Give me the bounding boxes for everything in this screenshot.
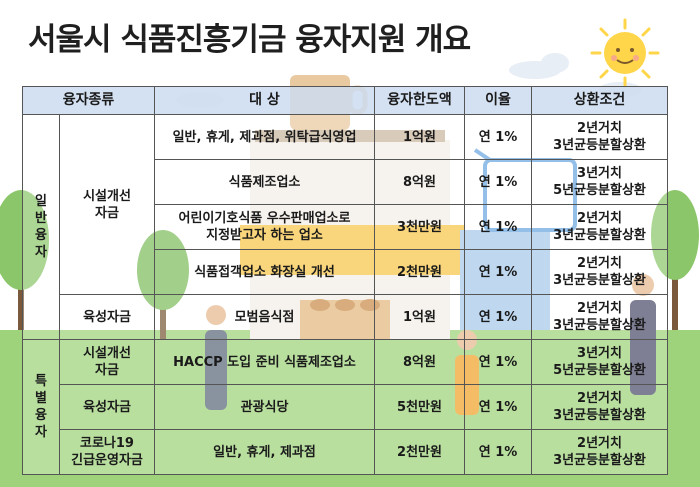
cell-text: 어린이기호식품 우수판매업소로 (178, 211, 351, 226)
table-header-row: 융자종류 대 상 융자한도액 이율 상환조건 (22, 86, 668, 115)
cell-text: 3년거치 (577, 166, 622, 181)
header-limit: 융자한도액 (374, 86, 465, 115)
target-cell: HACCP 도입 준비 식품제조업소 (154, 339, 375, 385)
sun-icon (590, 18, 660, 88)
target-cell: 관광식당 (154, 384, 375, 430)
target-cell: 모범음식점 (154, 294, 375, 340)
rate-cell: 연 1% (464, 429, 532, 475)
limit-cell: 1억원 (374, 114, 465, 160)
limit-cell: 8억원 (374, 159, 465, 205)
target-cell: 식품접객업소 화장실 개선 (154, 249, 375, 295)
rate-cell: 연 1% (464, 159, 532, 205)
cell-text: 2년거치 (577, 301, 622, 316)
table-row: 식품접객업소 화장실 개선 2천만원 연 1% 2년거치 3년균등분할상환 (23, 249, 668, 295)
repay-cell: 3년거치 5년균등분할상환 (531, 159, 668, 205)
target-cell: 일반, 휴게, 제과점 (154, 429, 375, 475)
cell-text: 융 (35, 408, 47, 423)
rate-cell: 연 1% (464, 204, 532, 250)
cell-text: 모범음식점 (234, 309, 295, 325)
cell-text: 식품접객업소 화장실 개선 (194, 264, 335, 280)
cell-text: 일 (35, 194, 47, 209)
cell-text: 자금 (95, 205, 119, 221)
repay-cell: 2년거치 3년균등분할상환 (531, 429, 668, 475)
subtype-nurture: 육성자금 (59, 294, 155, 340)
repay-cell: 2년거치 3년균등분할상환 (531, 204, 668, 250)
cell-text: 시설개선 (83, 346, 131, 361)
limit-cell: 1억원 (374, 294, 465, 340)
repay-cell: 2년거치 3년균등분할상환 (531, 114, 668, 160)
repay-cell: 2년거치 3년균등분할상환 (531, 294, 668, 340)
header-type: 융자종류 (22, 86, 155, 115)
page-title: 서울시 식품진흥기금 융자지원 개요 (28, 22, 471, 58)
rate-cell: 연 1% (464, 114, 532, 160)
limit-cell: 2천만원 (374, 249, 465, 295)
cell-text: 일반, 휴게, 제과점, 위탁급식영업 (172, 129, 357, 145)
limit-cell: 3천만원 (374, 204, 465, 250)
subtype-nurture: 육성자금 (59, 384, 155, 430)
table-row: 육성자금 모범음식점 1억원 연 1% 2년거치 3년균등분할상환 (23, 294, 668, 340)
limit-cell: 2천만원 (374, 429, 465, 475)
cell-text: 자금 (95, 363, 119, 378)
cell-text: 자 (35, 425, 47, 440)
repay-cell: 3년거치 5년균등분할상환 (531, 339, 668, 385)
rate-cell: 연 1% (464, 249, 532, 295)
table-row: 코로나19 긴급운영자금 일반, 휴게, 제과점 2천만원 연 1% 2년거치 3년… (23, 429, 668, 475)
cell-text: 관광식당 (240, 399, 289, 415)
subtype-corona: 코로나19 긴급운영자금 (59, 429, 155, 475)
rate-cell: 연 1% (464, 294, 532, 340)
cell-text: 2년거치 (577, 121, 622, 136)
repay-cell: 2년거치 3년균등분할상환 (531, 384, 668, 430)
cell-text: 긴급운영자금 (71, 453, 143, 468)
cell-text: 2년거치 (577, 256, 622, 271)
target-cell: 식품제조업소 (154, 159, 375, 205)
target-cell: 일반, 휴게, 제과점, 위탁급식영업 (154, 114, 375, 160)
cell-text: 3년균등분할상환 (553, 228, 646, 243)
cell-text: 지정받고자 하는 업소 (206, 228, 323, 243)
cell-text: 2년거치 (577, 436, 622, 451)
subtype-facility: 시설개선 자금 (59, 114, 155, 295)
cell-text: HACCP 도입 준비 식품제조업소 (173, 354, 356, 370)
cell-text: 융 (35, 228, 47, 243)
header-target: 대 상 (154, 86, 375, 115)
cell-text: 5년균등분할상환 (553, 363, 646, 378)
cell-text: 식품제조업소 (228, 174, 301, 190)
cell-text: 3년균등분할상환 (553, 273, 646, 288)
cell-text: 2년거치 (577, 211, 622, 226)
cell-text: 5년균등분할상환 (553, 183, 646, 198)
cell-text: 코로나19 (80, 436, 134, 451)
repay-cell: 2년거치 3년균등분할상환 (531, 249, 668, 295)
header-repay: 상환조건 (531, 86, 668, 115)
cell-text: 3년균등분할상환 (553, 408, 646, 423)
cell-text: 별 (35, 391, 47, 406)
cell-text: 2년거치 (577, 391, 622, 406)
cell-text: 반 (35, 211, 47, 226)
cell-text: 3년거치 (577, 346, 622, 361)
rate-cell: 연 1% (464, 339, 532, 385)
header-rate: 이율 (464, 86, 532, 115)
cell-text: 시설개선 (83, 188, 131, 204)
table-row: 식품제조업소 8억원 연 1% 3년거치 5년균등분할상환 (23, 159, 668, 205)
limit-cell: 8억원 (374, 339, 465, 385)
limit-cell: 5천만원 (374, 384, 465, 430)
cell-text: 일반, 휴게, 제과점 (213, 444, 316, 460)
cell-text: 자 (35, 245, 47, 260)
cell-text: 3년균등분할상환 (553, 138, 646, 153)
rate-cell: 연 1% (464, 384, 532, 430)
cell-text: 특 (35, 374, 47, 389)
cell-text: 3년균등분할상환 (553, 453, 646, 468)
table-row: 육성자금 관광식당 5천만원 연 1% 2년거치 3년균등분할상환 (23, 384, 668, 430)
cell-text: 3년균등분할상환 (553, 318, 646, 333)
